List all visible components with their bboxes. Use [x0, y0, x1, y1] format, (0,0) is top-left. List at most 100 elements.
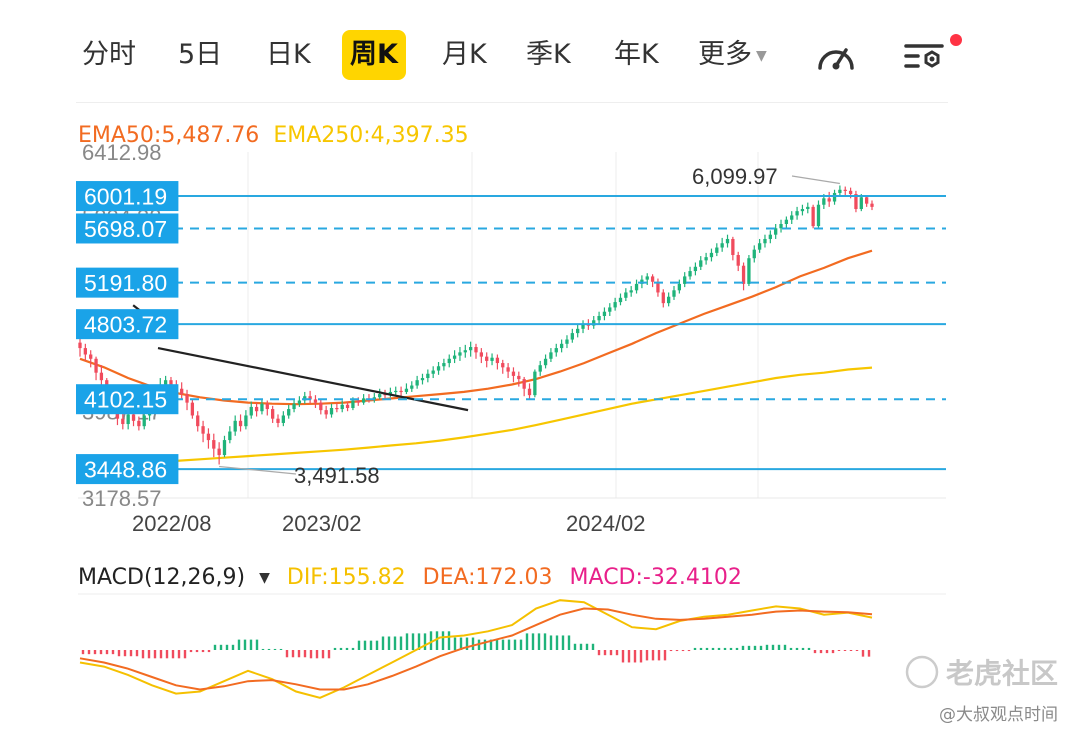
watermark-brand: 老虎社区	[945, 657, 1058, 690]
macd-histogram-bar	[561, 635, 565, 650]
macd-histogram-bar	[585, 643, 589, 650]
candle-body	[410, 385, 414, 389]
candle-body	[763, 238, 767, 244]
macd-histogram-bar	[153, 650, 157, 659]
candle-body	[747, 258, 751, 284]
macd-histogram-bar	[657, 650, 661, 661]
macd-histogram-bar	[267, 648, 271, 650]
macd-histogram-bar	[723, 647, 727, 650]
tab-more[interactable]: 更多 ▼	[690, 30, 775, 80]
macd-histogram-bar	[579, 643, 583, 650]
candle-body	[137, 420, 141, 427]
header-divider	[76, 102, 948, 103]
candle-body	[667, 296, 671, 304]
level-label-bg	[76, 309, 179, 340]
candle-body	[549, 352, 553, 359]
candle-body	[608, 307, 612, 312]
ema250-line	[79, 366, 873, 467]
caret-down-icon[interactable]: ▼	[259, 570, 270, 586]
macd-histogram-bar	[693, 647, 697, 650]
candle-body	[865, 197, 869, 204]
candle-body	[522, 379, 526, 389]
candle-body	[329, 407, 334, 415]
tab-daily-k[interactable]: 日K	[266, 39, 311, 70]
macd-histogram-bar	[555, 635, 559, 650]
candle-body	[265, 403, 269, 410]
macd-histogram-bar	[465, 637, 469, 650]
caret-down-icon: ▼	[756, 47, 767, 64]
candle-body	[340, 404, 344, 410]
candle-body	[731, 238, 735, 256]
macd-histogram-bar	[231, 644, 235, 650]
macd-histogram-bar	[747, 645, 751, 650]
candle-body	[254, 406, 259, 412]
candle-body	[597, 315, 601, 321]
macd-histogram-bar	[435, 631, 439, 650]
candle-body	[565, 339, 569, 344]
level-label-bg	[76, 454, 179, 485]
chart-settings-icon[interactable]	[902, 36, 950, 76]
macd-histogram-bar	[855, 650, 859, 651]
macd-histogram-bar	[237, 639, 241, 650]
macd-histogram-bar	[615, 650, 619, 656]
low-annotation: 3,491.58	[294, 463, 380, 488]
macd-histogram-bar	[405, 633, 409, 650]
candle-body	[811, 206, 815, 227]
tab-5day[interactable]: 5日	[178, 39, 223, 70]
macd-histogram-bar	[207, 650, 211, 653]
candle-body	[313, 399, 318, 403]
candle-body	[361, 398, 366, 403]
tab-timeshare[interactable]: 分时	[82, 39, 136, 70]
macd-title[interactable]: MACD(12,26,9)	[78, 565, 246, 590]
macd-histogram-bar	[309, 650, 313, 659]
macd-histogram-bar	[597, 650, 601, 656]
candle-body	[206, 433, 211, 441]
tab-quarterly-k[interactable]: 季K	[526, 39, 571, 70]
macd-histogram-bar	[315, 650, 319, 659]
candle-body	[436, 366, 441, 371]
candle-body	[870, 203, 874, 207]
macd-histogram-bar	[99, 650, 103, 655]
candle-body	[404, 388, 409, 392]
macd-histogram-bar	[771, 644, 775, 650]
macd-histogram-bar	[321, 650, 325, 659]
candle-body	[463, 350, 467, 353]
macd-histogram-bar	[711, 647, 715, 650]
candle-body	[832, 192, 837, 202]
candle-body	[709, 252, 714, 258]
candle-body	[163, 380, 168, 385]
macd-histogram-bar	[339, 647, 343, 650]
candle-body	[511, 371, 516, 376]
macd-histogram-bar	[525, 633, 529, 650]
macd-histogram-bar	[81, 650, 85, 655]
candle-body	[752, 249, 756, 259]
candle-body	[854, 194, 858, 210]
candle-body	[345, 404, 350, 408]
macd-histogram-bar	[813, 650, 817, 654]
candle-body	[736, 255, 740, 266]
macd-histogram-bar	[489, 639, 493, 650]
period-tabs: 分时 5日 日K 周K 月K 季K 年K 更多 ▼	[70, 28, 962, 84]
macd-histogram-bar	[729, 647, 733, 650]
macd-value-legend: MACD:-32.4102	[569, 565, 742, 590]
macd-histogram-bar	[531, 633, 535, 650]
macd-histogram-bar	[795, 647, 799, 650]
candle-body	[784, 219, 789, 224]
candle-body	[527, 388, 532, 396]
candle-body	[222, 440, 227, 456]
candle-body	[185, 394, 189, 403]
tab-weekly-k[interactable]: 周K	[342, 30, 406, 80]
macd-histogram-bar	[345, 647, 349, 650]
candle-body	[827, 198, 831, 202]
macd-histogram-bar	[681, 650, 685, 652]
tab-yearly-k[interactable]: 年K	[614, 39, 659, 70]
tab-monthly-k[interactable]: 月K	[442, 39, 487, 70]
ema-legend: EMA50:5,487.76 EMA250:4,397.35	[78, 123, 483, 148]
gauge-icon[interactable]	[812, 36, 860, 76]
macd-histogram-bar	[789, 647, 793, 650]
macd-histogram-bar	[279, 648, 283, 650]
x-tick-label: 2022/08	[132, 511, 212, 536]
macd-histogram-bar	[801, 647, 805, 650]
candle-body	[629, 290, 633, 293]
